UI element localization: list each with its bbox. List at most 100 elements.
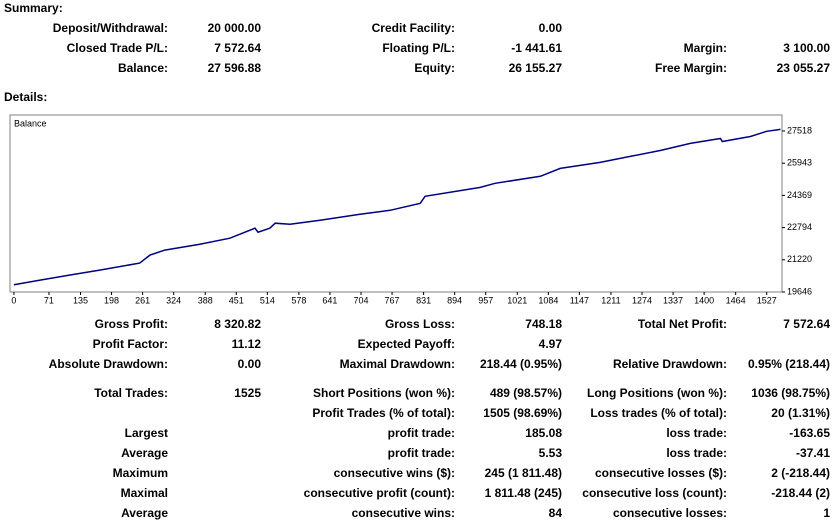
label: Floating P/L:	[382, 41, 455, 55]
value: 245 (1 811.48)	[485, 466, 562, 480]
label: loss trade:	[666, 426, 727, 440]
x-tick-label: 767	[385, 295, 400, 305]
value: 1525	[234, 386, 261, 400]
x-tick-label: 831	[416, 295, 431, 305]
value: 1505 (98.69%)	[483, 406, 562, 420]
x-tick-label: 957	[478, 295, 493, 305]
label: Margin:	[684, 41, 727, 55]
x-tick-label: 388	[198, 295, 213, 305]
x-tick-label: 71	[44, 295, 54, 305]
y-tick-label: 22794	[787, 222, 812, 232]
label: Loss trades (% of total):	[590, 406, 727, 420]
label: consecutive losses ($):	[595, 466, 727, 480]
label: Absolute Drawdown:	[49, 357, 168, 371]
label: Balance:	[118, 61, 168, 75]
details-heading: Details:	[4, 90, 47, 104]
x-tick-label: 641	[322, 295, 337, 305]
value: 7 572.64	[783, 317, 830, 331]
value: 0.00	[238, 357, 262, 371]
summary-heading: Summary:	[4, 1, 63, 15]
chart-title: Balance	[14, 118, 47, 128]
label: loss trade:	[666, 446, 727, 460]
value: 218.44 (0.95%)	[480, 357, 562, 371]
label: consecutive profit (count):	[304, 486, 455, 500]
label: Average	[121, 446, 168, 460]
label: Gross Profit:	[95, 317, 168, 331]
label: Expected Payoff:	[358, 337, 455, 351]
label: Profit Trades (% of total):	[312, 406, 455, 420]
label: Closed Trade P/L:	[67, 41, 168, 55]
x-tick-label: 1274	[632, 295, 652, 305]
x-tick-label: 261	[135, 295, 150, 305]
value: 26 155.27	[509, 61, 563, 75]
value: 3 100.00	[783, 41, 830, 55]
label: Total Net Profit:	[638, 317, 727, 331]
value: 0.95% (218.44)	[748, 357, 830, 371]
label: Profit Factor:	[93, 337, 168, 351]
label: Short Positions (won %):	[313, 386, 455, 400]
value: 23 055.27	[777, 61, 831, 75]
value: 7 572.64	[214, 41, 261, 55]
label: Total Trades:	[94, 386, 168, 400]
x-tick-label: 514	[260, 295, 275, 305]
y-tick-label: 24369	[787, 190, 812, 200]
x-tick-label: 1084	[538, 295, 558, 305]
label: Maximal Drawdown:	[340, 357, 455, 371]
label: profit trade:	[388, 426, 455, 440]
label: consecutive wins:	[352, 506, 455, 520]
y-tick-label: 21220	[787, 254, 812, 264]
x-tick-label: 0	[11, 295, 16, 305]
label: profit trade:	[388, 446, 455, 460]
x-tick-label: 1147	[570, 295, 589, 305]
x-tick-label: 324	[166, 295, 181, 305]
value: 20 000.00	[208, 21, 262, 35]
balance-line	[13, 128, 781, 286]
value: -218.44 (2)	[771, 486, 830, 500]
label: Long Positions (won %):	[587, 386, 727, 400]
label: Largest	[125, 426, 168, 440]
value: -37.41	[796, 446, 830, 460]
value: 20 (1.31%)	[771, 406, 830, 420]
x-tick-label: 1464	[726, 295, 746, 305]
value: 748.18	[525, 317, 562, 331]
x-tick-label: 1527	[757, 295, 777, 305]
value: 1036 (98.75%)	[751, 386, 830, 400]
label: Free Margin:	[655, 61, 727, 75]
x-tick-label: 1337	[663, 295, 683, 305]
label: Deposit/Withdrawal:	[53, 21, 168, 35]
value: 0.00	[539, 21, 563, 35]
value: 8 320.82	[214, 317, 261, 331]
x-tick-label: 451	[229, 295, 244, 305]
label: Maximal	[121, 486, 168, 500]
value: 84	[549, 506, 563, 520]
value: -1 441.61	[511, 41, 562, 55]
x-tick-label: 198	[104, 295, 119, 305]
value: 489 (98.57%)	[490, 386, 562, 400]
label: Relative Drawdown:	[613, 357, 727, 371]
x-tick-label: 1400	[694, 295, 714, 305]
value: 5.53	[539, 446, 563, 460]
x-tick-label: 1211	[601, 295, 620, 305]
x-tick-label: 578	[291, 295, 306, 305]
y-tick-label: 25943	[787, 158, 812, 168]
x-tick-label: 704	[353, 295, 368, 305]
label: Maximum	[113, 466, 168, 480]
value: 1 811.48 (245)	[485, 486, 562, 500]
label: Credit Facility:	[372, 21, 455, 35]
value: 1	[823, 506, 830, 520]
label: Equity:	[414, 61, 455, 75]
y-tick-label: 27518	[787, 125, 812, 135]
value: -163.65	[789, 426, 830, 440]
label: Average	[121, 506, 168, 520]
label: consecutive loss (count):	[582, 486, 727, 500]
label: consecutive wins ($):	[334, 466, 455, 480]
label: Gross Loss:	[385, 317, 455, 331]
chart-frame	[9, 114, 783, 293]
y-tick-label: 19646	[787, 286, 812, 296]
x-tick-label: 894	[447, 295, 462, 305]
value: 185.08	[525, 426, 562, 440]
value: 2 (-218.44)	[771, 466, 830, 480]
value: 4.97	[539, 337, 563, 351]
